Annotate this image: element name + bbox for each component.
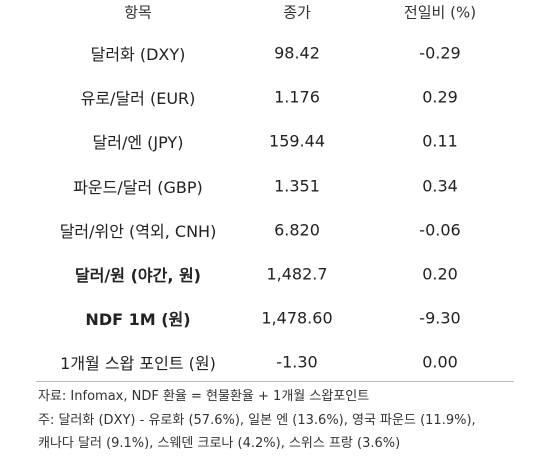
table-cell: NDF 1M (원) bbox=[85, 310, 191, 330]
table-cell: 파운드/달러 (GBP) bbox=[73, 177, 203, 197]
table-cell: -9.30 bbox=[419, 308, 461, 328]
header-cell: 종가 bbox=[283, 3, 311, 22]
table-cell: 0.34 bbox=[422, 176, 458, 196]
table-cell: 0.11 bbox=[422, 131, 458, 151]
table-cell: -0.06 bbox=[419, 220, 461, 240]
table-cell: 1,482.7 bbox=[266, 264, 328, 284]
footnote: 캐나다 달러 (9.1%), 스웨덴 크로나 (4.2%), 스위스 프랑 (3… bbox=[38, 436, 401, 451]
table-cell: 0.20 bbox=[422, 264, 458, 284]
table-cell: -0.29 bbox=[419, 43, 461, 63]
table-cell: 유로/달러 (EUR) bbox=[80, 89, 196, 109]
footnote: 자료: Infomax, NDF 환율 = 현물환율 + 1개월 스왑포인트 bbox=[38, 389, 370, 404]
footnote: 주: 달러화 (DXY) - 유로화 (57.6%), 일본 엔 (13.6%)… bbox=[38, 412, 476, 428]
table-cell: 98.42 bbox=[274, 43, 320, 63]
header-cell: 전일비 (%) bbox=[403, 3, 477, 22]
table-cell: -1.30 bbox=[276, 352, 318, 372]
table-cell: 1,478.60 bbox=[261, 308, 333, 328]
table-cell: 1.176 bbox=[274, 87, 320, 107]
table-rule bbox=[36, 381, 514, 382]
table-cell: 159.44 bbox=[269, 131, 325, 151]
table-cell: 달러/위안 (역외, CNH) bbox=[59, 221, 217, 241]
table-cell: 1.351 bbox=[274, 176, 320, 196]
table-cell: 달러/원 (야간, 원) bbox=[74, 266, 202, 285]
table-cell: 달러화 (DXY) bbox=[90, 45, 186, 64]
table-cell: 0.00 bbox=[422, 352, 458, 372]
table-cell: 6.820 bbox=[274, 220, 320, 240]
table-cell: 1개월 스왑 포인트 (원) bbox=[60, 354, 216, 374]
table-cell: 0.29 bbox=[422, 87, 458, 107]
header-cell: 항목 bbox=[124, 3, 152, 22]
table-cell: 달러/엔 (JPY) bbox=[92, 133, 184, 153]
